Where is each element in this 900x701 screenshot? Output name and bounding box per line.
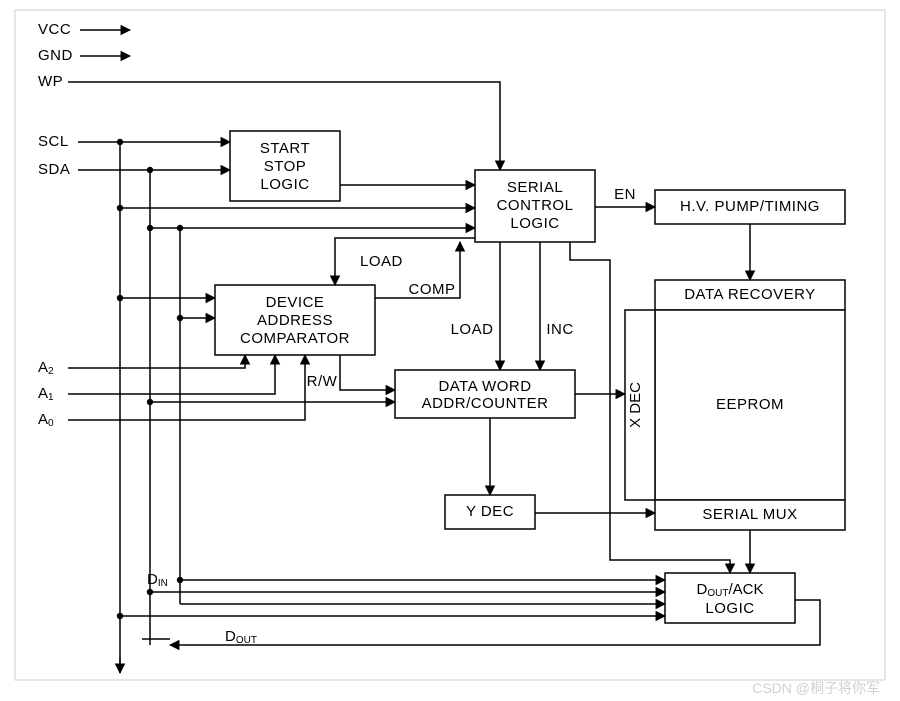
svg-text:DIN: DIN [147, 571, 168, 589]
svg-text:A0: A0 [38, 411, 54, 429]
svg-text:R/W: R/W [307, 373, 338, 390]
svg-text:EN: EN [614, 186, 636, 203]
svg-text:LOGIC: LOGIC [260, 176, 309, 193]
svg-text:STOP: STOP [264, 158, 307, 175]
svg-text:WP: WP [38, 73, 63, 90]
svg-text:GND: GND [38, 47, 73, 64]
svg-text:SERIAL: SERIAL [507, 179, 563, 196]
svg-text:Y DEC: Y DEC [466, 503, 514, 520]
svg-text:LOGIC: LOGIC [705, 600, 754, 617]
svg-text:COMPARATOR: COMPARATOR [240, 330, 350, 347]
svg-text:DEVICE: DEVICE [266, 294, 325, 311]
svg-text:DATA WORD: DATA WORD [438, 378, 531, 395]
svg-text:LOGIC: LOGIC [510, 215, 559, 232]
svg-text:A2: A2 [38, 359, 54, 377]
svg-text:COMP: COMP [409, 281, 456, 298]
svg-text:INC: INC [546, 321, 573, 338]
svg-text:EEPROM: EEPROM [716, 396, 784, 413]
svg-text:X DEC: X DEC [627, 382, 644, 428]
svg-text:H.V. PUMP/TIMING: H.V. PUMP/TIMING [680, 198, 820, 215]
svg-text:CSDN @桐子将你军: CSDN @桐子将你军 [752, 680, 880, 696]
svg-text:VCC: VCC [38, 21, 71, 38]
svg-text:SDA: SDA [38, 161, 70, 178]
svg-text:SERIAL MUX: SERIAL MUX [702, 506, 797, 523]
svg-text:ADDRESS: ADDRESS [257, 312, 333, 329]
svg-text:SCL: SCL [38, 133, 69, 150]
svg-text:LOAD: LOAD [451, 321, 494, 338]
svg-text:DATA RECOVERY: DATA RECOVERY [684, 286, 816, 303]
svg-text:DOUT/ACK: DOUT/ACK [697, 581, 764, 599]
svg-text:A1: A1 [38, 385, 54, 403]
svg-text:ADDR/COUNTER: ADDR/COUNTER [422, 395, 549, 412]
svg-text:LOAD: LOAD [360, 253, 403, 270]
svg-text:START: START [260, 140, 310, 157]
svg-text:CONTROL: CONTROL [497, 197, 574, 214]
svg-text:DOUT: DOUT [225, 628, 257, 646]
